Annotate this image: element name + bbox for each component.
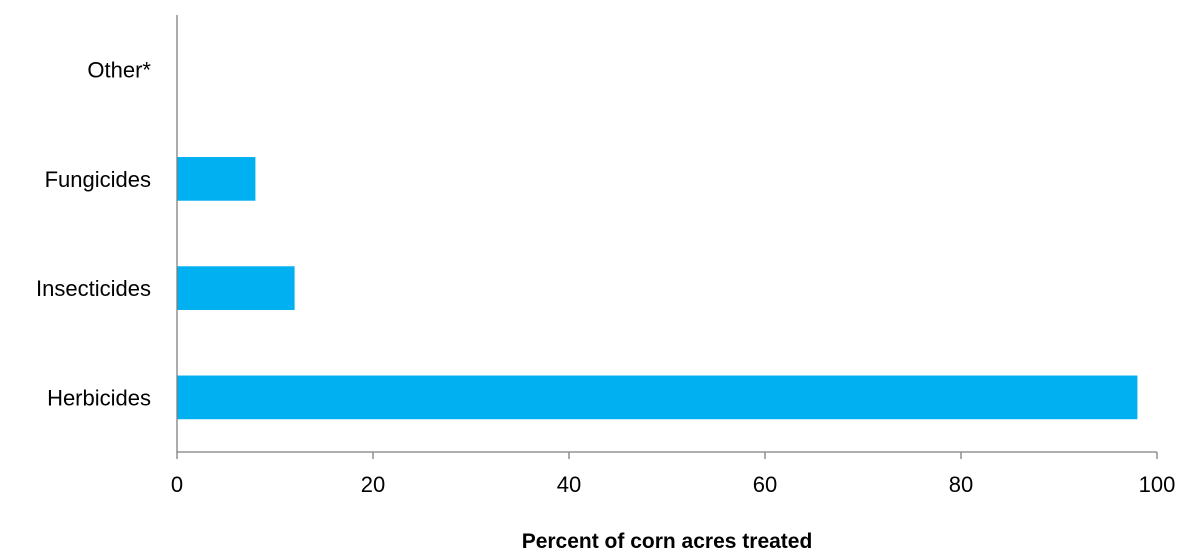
category-label: Fungicides bbox=[45, 167, 151, 192]
bars-group bbox=[177, 157, 1138, 420]
x-ticks-group: 0 20 40 60 80 100 bbox=[171, 452, 1175, 497]
category-label: Herbicides bbox=[47, 385, 151, 410]
category-labels-group: Other* Fungicides Insecticides Herbicides bbox=[36, 58, 151, 411]
x-tick-label: 100 bbox=[1139, 472, 1176, 497]
x-tick-label: 0 bbox=[171, 472, 183, 497]
x-tick-label: 60 bbox=[753, 472, 777, 497]
category-label: Insecticides bbox=[36, 276, 151, 301]
category-label: Other* bbox=[87, 58, 151, 83]
bar-fungicides bbox=[177, 157, 256, 201]
x-axis-title: Percent of corn acres treated bbox=[522, 530, 813, 553]
x-tick-label: 40 bbox=[557, 472, 581, 497]
bar-insecticides bbox=[177, 266, 295, 310]
bar-herbicides bbox=[177, 375, 1138, 420]
x-tick-label: 80 bbox=[949, 472, 973, 497]
x-tick-label: 20 bbox=[361, 472, 385, 497]
